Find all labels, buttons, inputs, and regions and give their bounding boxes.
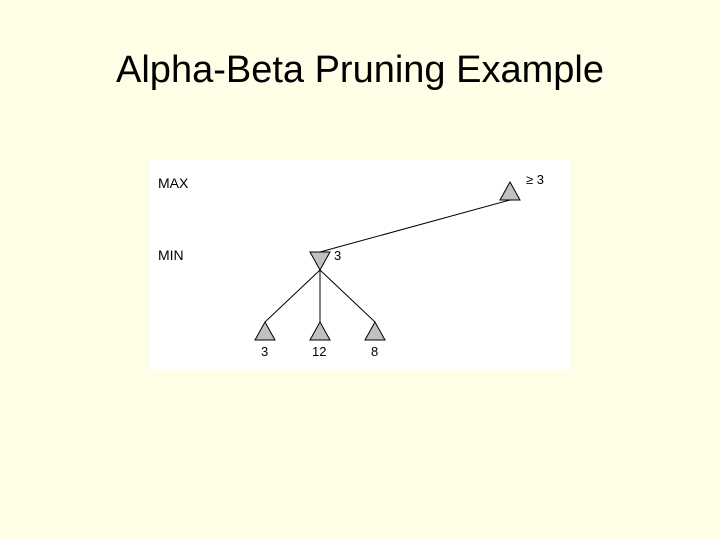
edge-minA-leaf1 <box>265 270 320 322</box>
node-root <box>500 182 520 200</box>
node-label-minA: 3 <box>334 248 341 263</box>
node-minA <box>310 252 330 270</box>
node-leaf2 <box>310 322 330 340</box>
edge-minA-leaf3 <box>320 270 375 322</box>
node-label-leaf1: 3 <box>261 344 268 359</box>
node-leaf3 <box>365 322 385 340</box>
slide-title: Alpha-Beta Pruning Example <box>0 49 720 92</box>
node-label-root: ≥ 3 <box>526 172 544 187</box>
edge-root-minA <box>320 200 510 252</box>
tree-diagram: MAX MIN ≥ 3 3 3 12 8 <box>150 160 570 370</box>
min-row-label: MIN <box>158 247 184 263</box>
max-row-label: MAX <box>158 175 189 191</box>
tree-svg: MAX MIN ≥ 3 3 3 12 8 <box>150 160 570 370</box>
node-leaf1 <box>255 322 275 340</box>
node-label-leaf3: 8 <box>371 344 378 359</box>
node-label-leaf2: 12 <box>312 344 326 359</box>
